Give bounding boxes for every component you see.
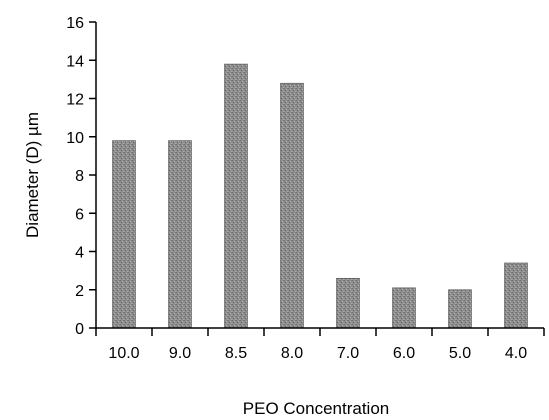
bar-9.0 [168,140,192,329]
bar-4.0 [504,262,528,329]
x-tick-label: 8.0 [281,345,303,362]
y-tick-label: 2 [75,283,84,300]
bar-8.5 [224,63,248,329]
y-tick-label: 4 [75,245,84,262]
y-tick-label: 12 [66,92,84,109]
y-axis-ticks: 0 2 4 6 8 10 12 14 16 [66,15,96,338]
bar-6.0 [392,287,416,329]
x-tick-label: 6.0 [393,345,415,362]
bar-5.0 [448,289,472,329]
y-axis-title: Diameter (D) µm [23,112,42,238]
y-tick-label: 14 [66,53,84,70]
y-tick-label: 8 [75,168,84,185]
bar-10.0 [112,140,136,329]
x-tick-label: 4.0 [505,345,527,362]
x-axis-title: PEO Concentration [243,399,389,418]
x-tick-label: 5.0 [449,345,471,362]
x-tick-label: 7.0 [337,345,359,362]
x-tick-label: 9.0 [169,345,191,362]
x-axis-ticks: 10.0 9.0 8.5 8.0 7.0 6.0 5.0 4.0 [95,328,545,362]
x-tick-label: 8.5 [225,345,247,362]
y-tick-label: 6 [75,206,84,223]
x-tick-label: 10.0 [108,345,139,362]
y-tick-label: 16 [66,15,84,32]
y-tick-label: 0 [75,321,84,338]
y-tick-label: 10 [66,130,84,147]
bar-8.0 [280,82,304,329]
bars-group [112,63,528,329]
bar-7.0 [336,277,360,329]
